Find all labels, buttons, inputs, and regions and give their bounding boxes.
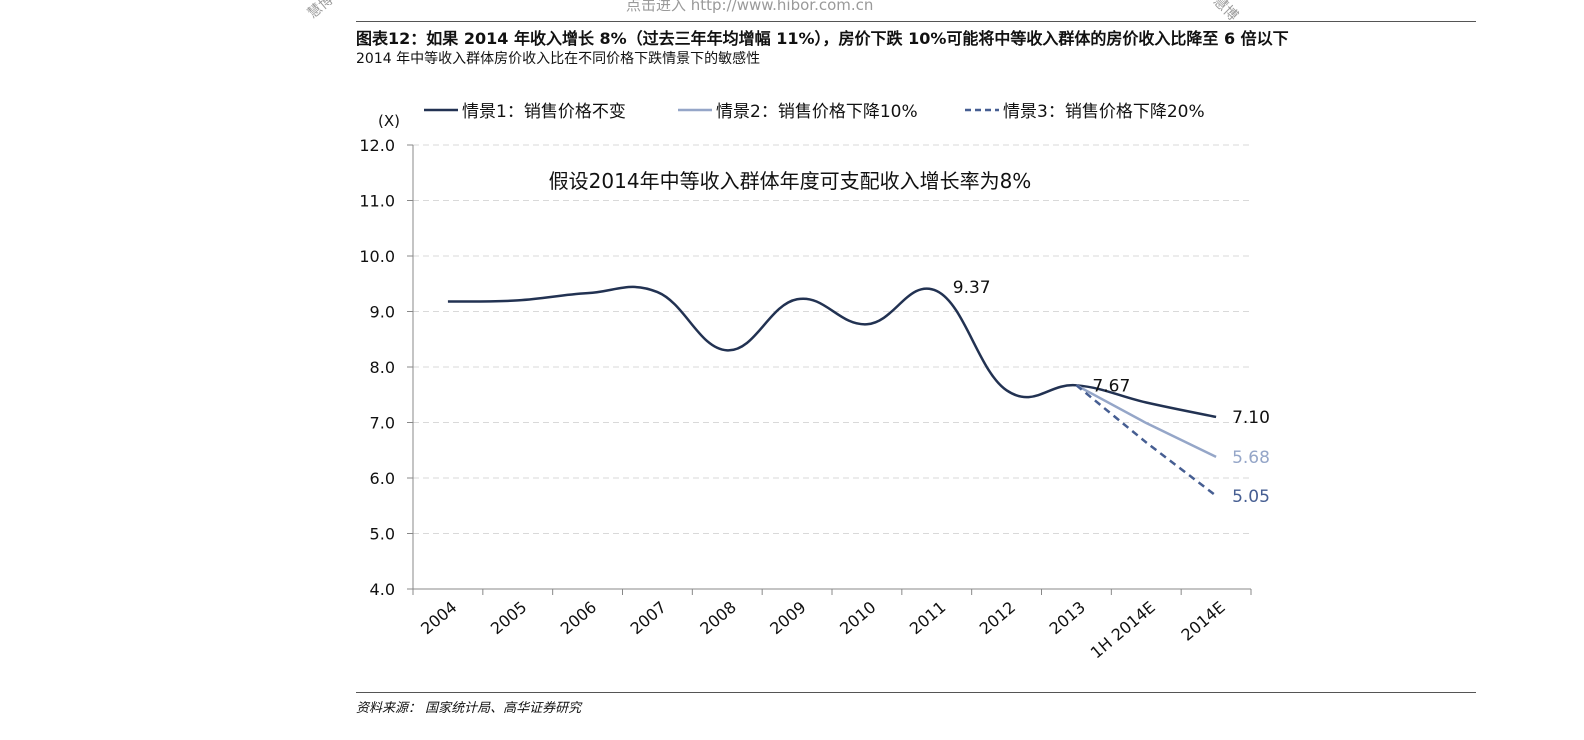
- chart-title: 假设2014年中等收入群体年度可支配收入增长率为8%: [549, 169, 1032, 193]
- x-tick-label: 2009: [766, 598, 809, 639]
- y-tick-label: 11.0: [359, 192, 395, 211]
- y-tick-label: 9.0: [370, 303, 395, 322]
- y-tick-label: 10.0: [359, 247, 395, 266]
- x-tick-label: 2011: [906, 598, 949, 639]
- series-line-3: [1075, 384, 1217, 497]
- bottom-divider: [356, 692, 1476, 693]
- source-note: 资料来源： 国家统计局、高华证券研究: [356, 701, 582, 716]
- x-tick-label: 2013: [1046, 598, 1089, 639]
- data-label: 5.68: [1232, 448, 1270, 468]
- watermark-text: 点击进入 http://www.hibor.com.cn: [626, 0, 874, 14]
- x-tick-label: 2004: [417, 598, 460, 639]
- y-axis-label: (X): [378, 112, 400, 130]
- legend-label-1: 情景1：销售价格不变: [462, 102, 626, 122]
- x-tick-label: 2005: [487, 598, 530, 639]
- series-line-2: [1075, 384, 1217, 459]
- data-label: 9.37: [953, 278, 991, 298]
- x-tick-label: 2014E: [1178, 598, 1229, 645]
- top-divider: [356, 21, 1476, 22]
- figure-title: 图表12：如果 2014 年收入增长 8%（过去三年年均增幅 11%），房价下跌…: [356, 29, 1289, 48]
- y-tick-label: 8.0: [370, 358, 395, 377]
- legend-label-2: 情景2：销售价格下降10%: [716, 102, 918, 122]
- legend-label-3: 情景3：销售价格下降20%: [1003, 102, 1205, 122]
- y-tick-label: 7.0: [370, 414, 395, 433]
- x-tick-label: 2007: [627, 598, 670, 639]
- y-tick-label: 6.0: [370, 469, 395, 488]
- y-tick-label: 4.0: [370, 580, 395, 599]
- data-label: 7.67: [1092, 376, 1130, 396]
- x-tick-label: 2006: [557, 598, 600, 639]
- y-tick-label: 5.0: [370, 525, 395, 544]
- y-tick-label: 12.0: [359, 136, 395, 155]
- data-label: 7.10: [1232, 408, 1270, 428]
- x-tick-label: 2008: [696, 598, 739, 639]
- x-tick-label: 2012: [976, 598, 1019, 639]
- figure-subtitle: 2014 年中等收入群体房价收入比在不同价格下跌情景下的敏感性: [356, 51, 761, 67]
- x-tick-label: 1H 2014E: [1087, 598, 1159, 663]
- data-label: 5.05: [1232, 487, 1270, 507]
- x-tick-label: 2010: [836, 598, 879, 639]
